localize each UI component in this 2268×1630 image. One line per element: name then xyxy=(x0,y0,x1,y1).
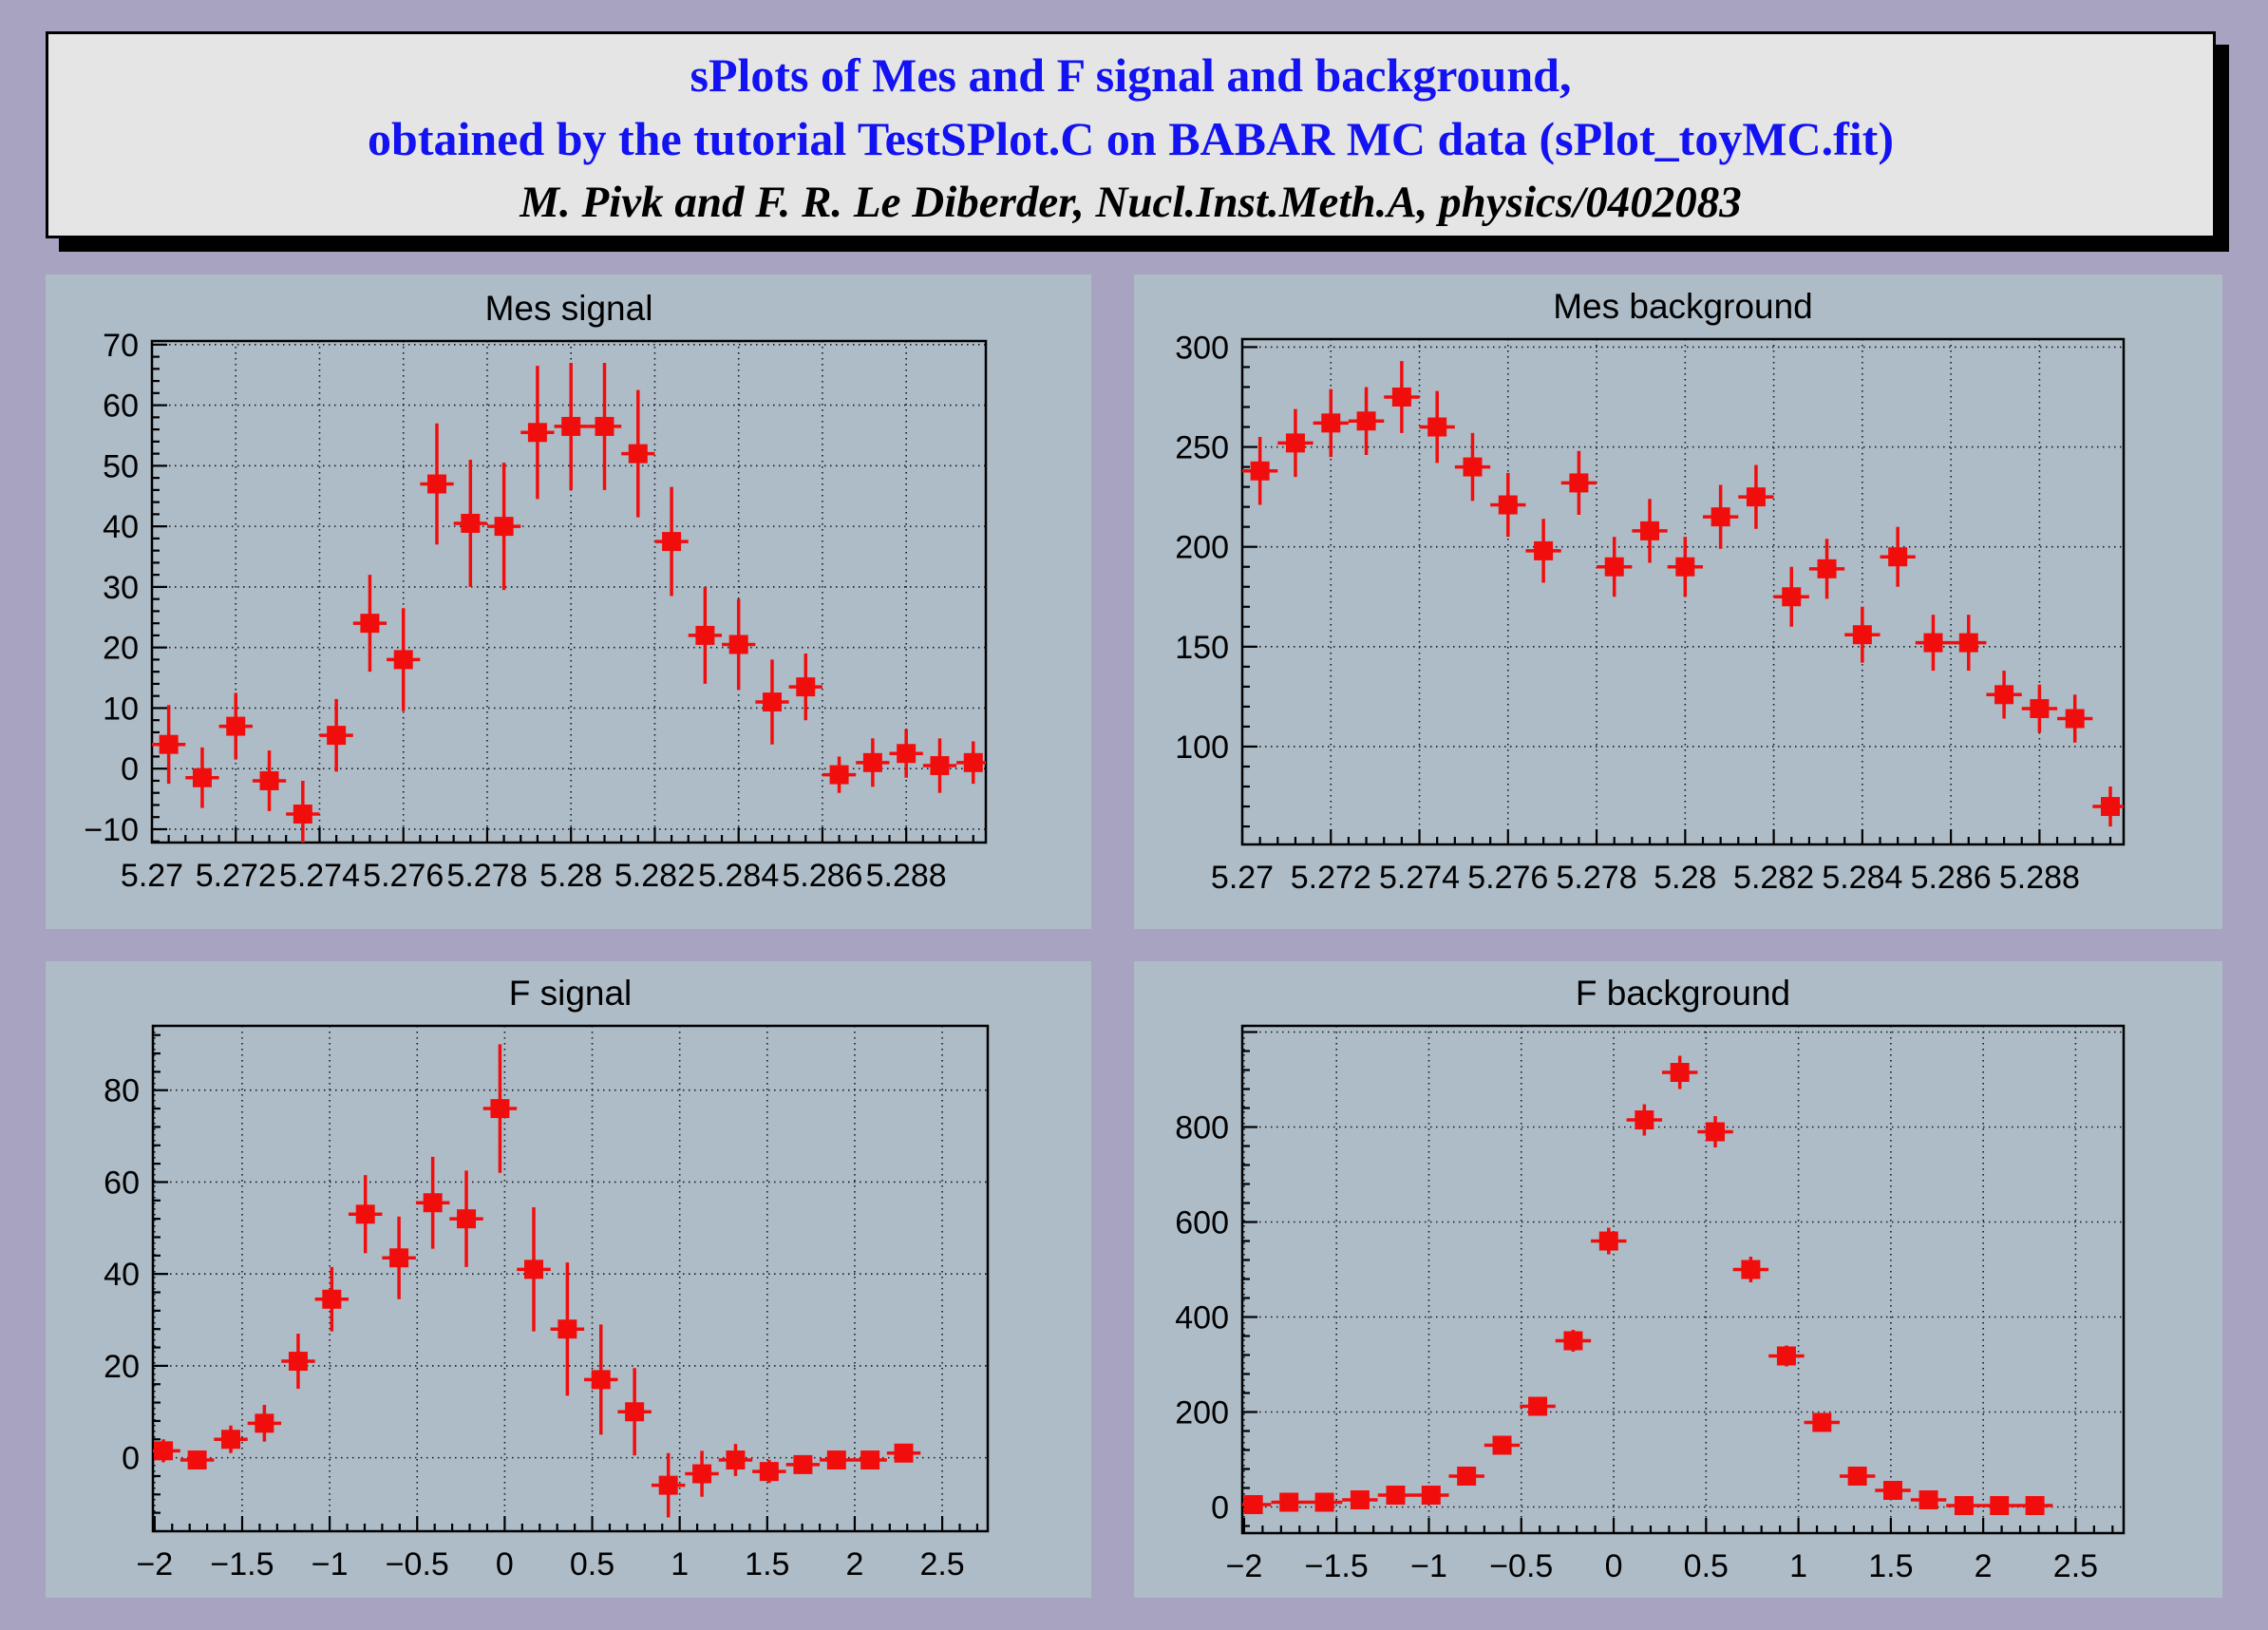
svg-text:0: 0 xyxy=(122,1441,140,1477)
svg-text:Mes signal: Mes signal xyxy=(485,289,653,328)
svg-text:−1.5: −1.5 xyxy=(1305,1548,1369,1584)
svg-text:F background: F background xyxy=(1576,974,1790,1013)
svg-text:5.284: 5.284 xyxy=(698,858,779,894)
svg-text:5.282: 5.282 xyxy=(1733,860,1814,896)
title-line-1: sPlots of Mes and F signal and backgroun… xyxy=(690,48,1572,102)
svg-text:5.272: 5.272 xyxy=(1291,860,1371,896)
svg-text:5.272: 5.272 xyxy=(196,858,276,894)
svg-text:−0.5: −0.5 xyxy=(1489,1548,1553,1584)
pad-mes-background: 5.27 5.272 5.274 5.276 5.278 5.28 5.282 5.284 5.… xyxy=(1134,275,2222,929)
svg-text:150: 150 xyxy=(1175,630,1229,666)
svg-text:1.5: 1.5 xyxy=(745,1546,789,1583)
svg-text:−2: −2 xyxy=(136,1546,173,1583)
svg-text:−1.5: −1.5 xyxy=(210,1546,274,1583)
svg-text:0.5: 0.5 xyxy=(1684,1548,1729,1584)
svg-text:2: 2 xyxy=(1975,1548,1993,1584)
svg-text:5.288: 5.288 xyxy=(866,858,947,894)
pad-f-signal: −2 −1.5 −1 −0.5 0 0.5 1 1.5 2 2.5 80 60 40 20 0 F signa… xyxy=(46,961,1091,1598)
svg-text:250: 250 xyxy=(1175,430,1229,466)
svg-text:600: 600 xyxy=(1175,1205,1229,1241)
svg-text:5.27: 5.27 xyxy=(1211,860,1274,896)
svg-text:5.276: 5.276 xyxy=(1467,860,1548,896)
svg-text:Mes background: Mes background xyxy=(1553,287,1813,326)
svg-text:5.28: 5.28 xyxy=(1654,860,1716,896)
svg-text:5.27: 5.27 xyxy=(121,858,183,894)
svg-text:5.28: 5.28 xyxy=(539,858,602,894)
svg-text:60: 60 xyxy=(103,389,139,425)
svg-text:1: 1 xyxy=(671,1546,689,1583)
svg-text:F signal: F signal xyxy=(509,974,633,1013)
svg-text:0: 0 xyxy=(121,751,139,787)
svg-text:−2: −2 xyxy=(1226,1548,1263,1584)
svg-text:2.5: 2.5 xyxy=(2053,1548,2098,1584)
chart-mes-signal: 5.27 5.272 5.274 5.276 5.278 5.28 5.282 5.284 5.… xyxy=(84,289,988,894)
svg-text:300: 300 xyxy=(1175,330,1229,366)
svg-text:5.276: 5.276 xyxy=(363,858,444,894)
svg-text:70: 70 xyxy=(103,328,139,364)
svg-text:−1: −1 xyxy=(312,1546,349,1583)
svg-text:−1: −1 xyxy=(1410,1548,1447,1584)
title-line-2: obtained by the tutorial TestSPlot.C on … xyxy=(368,112,1894,165)
svg-text:0: 0 xyxy=(496,1546,514,1583)
svg-text:5.274: 5.274 xyxy=(279,858,360,894)
svg-text:5.274: 5.274 xyxy=(1379,860,1460,896)
credit-line: M. Pivk and F. R. Le Diberder, Nucl.Inst… xyxy=(520,178,1742,227)
svg-text:20: 20 xyxy=(103,631,139,667)
svg-text:100: 100 xyxy=(1175,730,1229,766)
svg-text:2.5: 2.5 xyxy=(919,1546,964,1583)
svg-text:5.282: 5.282 xyxy=(614,858,695,894)
svg-text:200: 200 xyxy=(1175,530,1229,566)
svg-text:5.278: 5.278 xyxy=(446,858,527,894)
svg-text:5.286: 5.286 xyxy=(782,858,862,894)
svg-text:−10: −10 xyxy=(84,812,139,848)
chart-f-background: −2 −1.5 −1 −0.5 0 0.5 1 1.5 2 2.5 800 600 400 200 0 F b… xyxy=(1175,974,2126,1584)
svg-text:80: 80 xyxy=(104,1073,140,1109)
title-box: sPlots of Mes and F signal and backgroun… xyxy=(46,31,2216,238)
svg-text:400: 400 xyxy=(1175,1300,1229,1336)
svg-text:800: 800 xyxy=(1175,1110,1229,1147)
svg-text:20: 20 xyxy=(104,1349,140,1385)
svg-text:10: 10 xyxy=(103,691,139,727)
svg-text:5.288: 5.288 xyxy=(1999,860,2080,896)
svg-text:0.5: 0.5 xyxy=(570,1546,614,1583)
svg-text:50: 50 xyxy=(103,448,139,484)
svg-text:5.278: 5.278 xyxy=(1557,860,1637,896)
svg-text:1: 1 xyxy=(1789,1548,1807,1584)
svg-text:40: 40 xyxy=(104,1257,140,1293)
chart-f-signal: −2 −1.5 −1 −0.5 0 0.5 1 1.5 2 2.5 80 60 40 20 0 F signa… xyxy=(104,974,990,1583)
svg-text:40: 40 xyxy=(103,509,139,545)
svg-text:2: 2 xyxy=(845,1546,863,1583)
pad-mes-signal: 5.27 5.272 5.274 5.276 5.278 5.28 5.282 5.284 5.… xyxy=(46,275,1091,929)
pad-f-background: −2 −1.5 −1 −0.5 0 0.5 1 1.5 2 2.5 800 600 400 200 0 F b… xyxy=(1134,961,2222,1598)
chart-mes-background: 5.27 5.272 5.274 5.276 5.278 5.28 5.282 5.284 5.… xyxy=(1175,287,2126,896)
svg-text:200: 200 xyxy=(1175,1395,1229,1431)
svg-text:0: 0 xyxy=(1605,1548,1623,1584)
svg-text:1.5: 1.5 xyxy=(1868,1548,1913,1584)
svg-text:−0.5: −0.5 xyxy=(386,1546,449,1583)
svg-text:30: 30 xyxy=(103,570,139,606)
svg-text:5.284: 5.284 xyxy=(1822,860,1902,896)
svg-text:60: 60 xyxy=(104,1165,140,1201)
svg-text:0: 0 xyxy=(1211,1490,1229,1526)
svg-text:5.286: 5.286 xyxy=(1911,860,1992,896)
